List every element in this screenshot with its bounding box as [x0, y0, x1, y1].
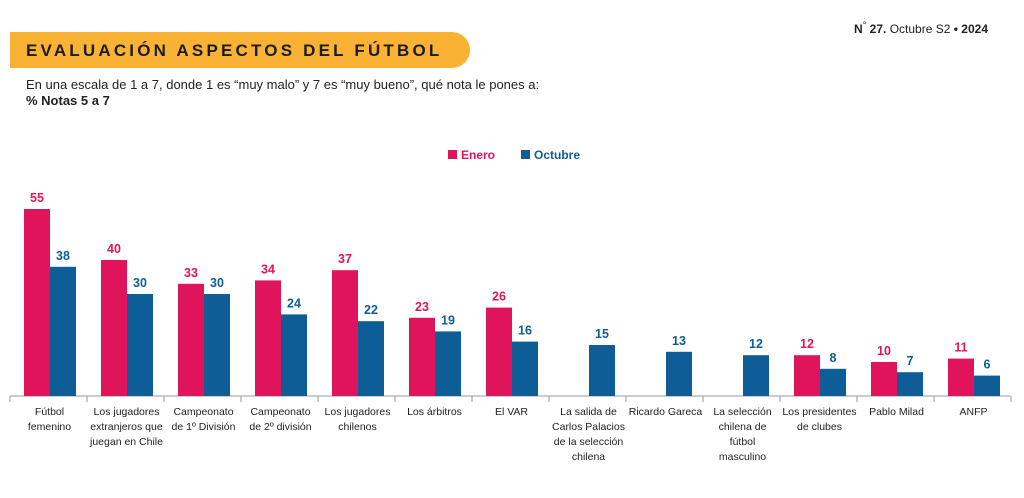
data-label-enero: 12: [800, 337, 814, 351]
category-label: El VAR: [495, 406, 528, 418]
legend-label-enero: Enero: [461, 148, 495, 162]
data-label-octubre: 12: [749, 337, 763, 351]
category-label: Carlos Palacios: [552, 421, 625, 433]
issue-year: 2024: [961, 22, 988, 36]
legend-label-octubre: Octubre: [534, 148, 580, 162]
category-label: de 1º División: [172, 421, 236, 433]
bar-octubre: [666, 351, 692, 396]
bar-enero: [332, 270, 358, 396]
bar-octubre: [743, 355, 769, 396]
bar-octubre: [50, 266, 76, 396]
legend-swatch-enero: [448, 150, 457, 159]
category-label: chilena: [572, 451, 605, 463]
category-label: masculino: [719, 451, 766, 463]
bar-octubre: [974, 375, 1000, 396]
data-label-enero: 26: [492, 290, 506, 304]
category-label: Los jugadores: [325, 406, 391, 418]
bar-enero: [871, 362, 897, 396]
bar-octubre: [897, 372, 923, 396]
data-label-enero: 10: [877, 344, 891, 358]
bar-enero: [794, 355, 820, 396]
category-label: La selección: [713, 406, 772, 418]
issue-number: 27.: [869, 22, 887, 36]
data-label-enero: 34: [261, 262, 275, 276]
bar-octubre: [204, 294, 230, 396]
data-label-enero: 40: [107, 242, 121, 256]
bar-octubre: [512, 341, 538, 396]
category-label: chilena de: [719, 421, 767, 433]
category-label: de la selección: [554, 436, 624, 448]
category-label: Pablo Milad: [869, 406, 924, 418]
bar-enero: [24, 209, 50, 396]
bar-octubre: [820, 368, 846, 396]
category-label: fútbol: [730, 436, 756, 448]
data-label-octubre: 6: [984, 358, 991, 372]
issue-label: N° 27. Octubre S2 • 2024: [854, 20, 988, 36]
bar-octubre: [589, 345, 615, 396]
bar-enero: [178, 283, 204, 396]
category-label: Los jugadores: [94, 406, 160, 418]
data-label-enero: 55: [30, 191, 44, 205]
issue-separator: •: [953, 22, 958, 36]
category-label: extranjeros que: [90, 421, 163, 433]
data-label-octubre: 24: [287, 296, 301, 310]
category-label: Fútbol: [35, 406, 64, 418]
chart-note: % Notas 5 a 7: [26, 93, 110, 108]
bar-enero: [409, 317, 435, 396]
data-label-octubre: 8: [830, 351, 837, 365]
category-label: Los presidentes: [782, 406, 856, 418]
chart-subtitle: En una escala de 1 a 7, donde 1 es “muy …: [26, 77, 540, 92]
data-label-enero: 11: [954, 341, 967, 355]
category-label: Campeonato: [250, 406, 310, 418]
category-label: chilenos: [338, 421, 377, 433]
category-label: ANFP: [959, 406, 987, 418]
bar-octubre: [435, 331, 461, 396]
category-label: Los árbitros: [407, 406, 462, 418]
category-label: juegan en Chile: [89, 436, 163, 448]
bar-enero: [101, 260, 127, 396]
data-label-enero: 33: [184, 266, 198, 280]
category-label: La salida de: [560, 406, 617, 418]
issue-period: Octubre S2: [889, 22, 951, 36]
category-label: de 2º división: [249, 421, 311, 433]
bar-octubre: [281, 314, 307, 396]
data-label-octubre: 38: [56, 249, 70, 263]
data-label-octubre: 7: [907, 354, 914, 368]
bar-enero: [948, 358, 974, 396]
issue-degree: °: [862, 20, 867, 30]
title-banner: [10, 32, 470, 68]
data-label-octubre: 22: [364, 303, 378, 317]
data-label-octubre: 15: [595, 327, 609, 341]
category-label: de clubes: [797, 421, 842, 433]
issue-prefix: N: [854, 22, 863, 36]
data-label-octubre: 16: [518, 324, 532, 338]
category-label: Campeonato: [173, 406, 233, 418]
data-label-octubre: 13: [672, 334, 686, 348]
bar-octubre: [127, 294, 153, 396]
data-label-octubre: 19: [441, 313, 455, 327]
legend-swatch-octubre: [521, 150, 530, 159]
category-label: Ricardo Gareca: [629, 406, 703, 418]
data-label-octubre: 30: [133, 276, 147, 290]
data-label-octubre: 30: [210, 276, 224, 290]
category-label: femenino: [28, 421, 71, 433]
bar-octubre: [358, 321, 384, 396]
data-label-enero: 23: [415, 300, 429, 314]
data-label-enero: 37: [338, 252, 352, 266]
bar-enero: [486, 307, 512, 396]
bar-enero: [255, 280, 281, 396]
page-title: EVALUACIÓN ASPECTOS DEL FÚTBOL: [26, 41, 443, 60]
